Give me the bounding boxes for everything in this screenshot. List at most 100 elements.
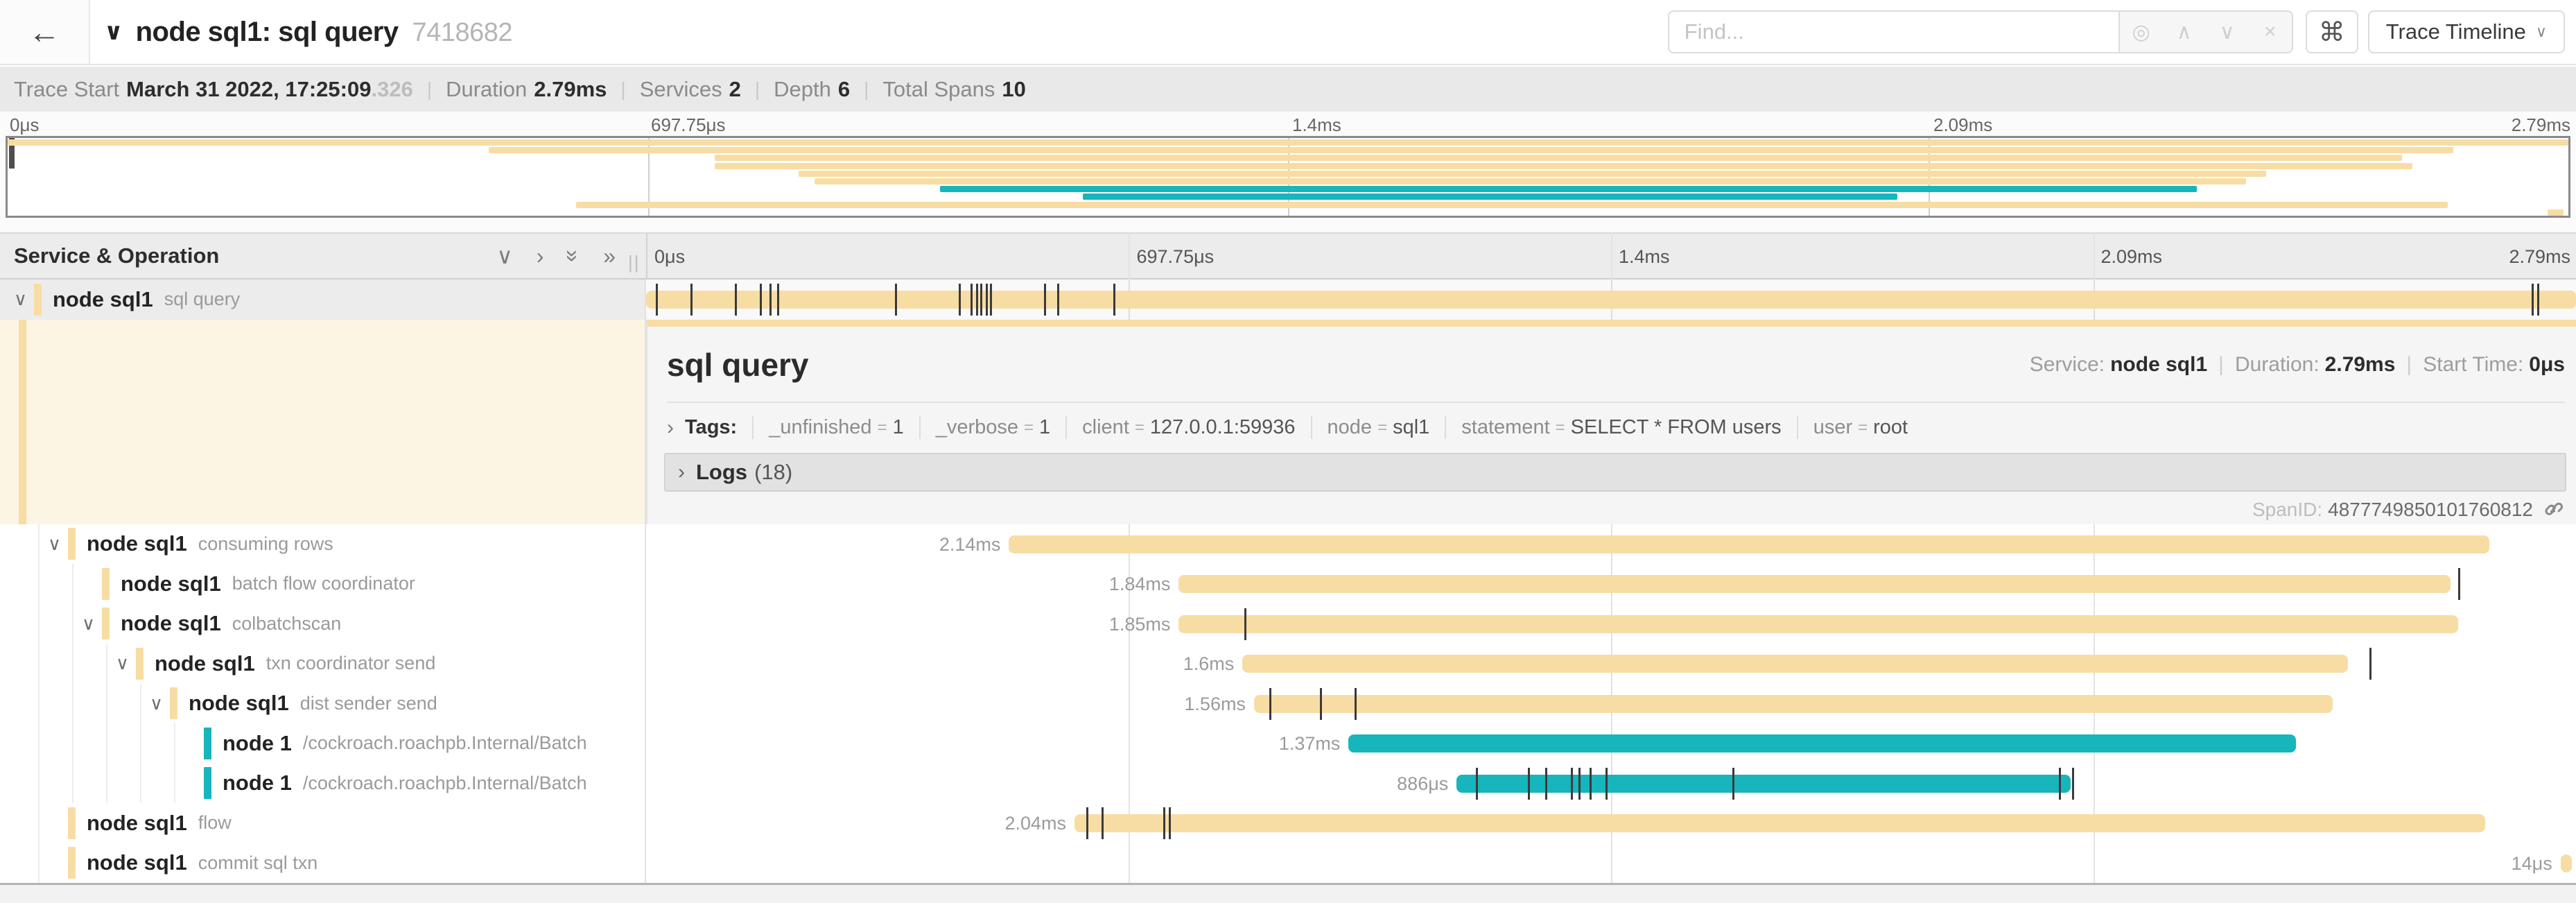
span-tree-cell[interactable]: node 1/cockroach.roachpb.Internal/Batch — [0, 723, 646, 764]
span-bar[interactable] — [1178, 575, 2451, 593]
detail-meta-value: node sql1 — [2110, 352, 2208, 376]
span-bar-cell[interactable]: 1.85ms — [646, 604, 2576, 644]
span-bar[interactable] — [646, 291, 2576, 309]
timeline-minimap[interactable]: 0μs 697.75μs 1.4ms 2.09ms 2.79ms — [0, 112, 2576, 232]
span-bar-cell[interactable]: 1.84ms — [646, 564, 2576, 604]
viewport-scrubber-handle[interactable] — [9, 138, 15, 169]
indent-guide — [107, 723, 141, 764]
span-collapse-icon[interactable]: ∨ — [150, 692, 164, 714]
keyboard-shortcuts-button[interactable]: ⌘ — [2305, 10, 2358, 53]
span-bar-cell[interactable]: 1.56ms — [646, 684, 2576, 724]
ruler-tick-label: 2.79ms — [2509, 246, 2570, 267]
tags-toggle-row[interactable]: › Tags: _unfinished = 1 _verbose = 1 client = 127.… — [667, 409, 2565, 447]
clear-search-icon[interactable]: × — [2263, 20, 2277, 43]
log-marker-tick — [1605, 767, 1608, 800]
span-tree-cell[interactable]: ∨ node sql1 consuming rows — [0, 524, 646, 564]
tag-item: _unfinished = 1 — [752, 416, 919, 439]
span-tree-cell[interactable]: ∨ node sql1 colbatchscan — [0, 603, 646, 644]
next-result-icon[interactable]: ∨ — [2219, 20, 2235, 44]
span-bar[interactable] — [1253, 694, 2333, 713]
log-marker-tick — [989, 284, 992, 316]
span-collapse-icon[interactable]: ∨ — [14, 289, 28, 310]
minimap-span-bar — [8, 139, 2568, 146]
expand-one-icon[interactable]: › — [536, 243, 544, 268]
tag-item: statement = SELECT * FROM users — [1445, 416, 1796, 439]
span-row[interactable]: node sql1 flow 2.04ms — [0, 803, 2576, 843]
log-marker-tick — [655, 284, 658, 316]
minimap-canvas[interactable] — [6, 136, 2570, 218]
prev-result-icon[interactable]: ∧ — [2176, 20, 2192, 44]
span-bar[interactable] — [1009, 535, 2489, 553]
span-bar[interactable] — [1242, 655, 2349, 673]
trace-collapse-icon[interactable]: ∨ — [104, 19, 123, 45]
span-bar-cell[interactable]: 1.6ms — [646, 644, 2576, 684]
span-bar-cell[interactable]: 14μs — [646, 843, 2576, 884]
span-collapse-icon[interactable]: ∨ — [82, 612, 96, 634]
summary-label: Services — [639, 76, 722, 101]
span-row[interactable]: ∨ node sql1 txn coordinator send 1.6ms — [0, 644, 2576, 684]
span-bar-cell[interactable]: 1.37ms — [646, 723, 2576, 764]
span-tree-cell[interactable]: node 1/cockroach.roachpb.Internal/Batch — [0, 763, 646, 803]
indent-guide — [6, 564, 40, 604]
find-button-group: ◎ ∧ ∨ × — [2118, 10, 2293, 53]
span-row[interactable]: node sql1 commit sql txn 14μs — [0, 843, 2576, 884]
minimap-gridline — [1928, 138, 1930, 216]
chevron-zone: ∨ — [141, 684, 170, 724]
span-duration-label: 2.14ms — [939, 533, 1001, 555]
tag-item: node = sql1 — [1310, 416, 1445, 439]
span-row[interactable]: ∨ node sql1 sql query — [0, 280, 2576, 320]
span-tree-cell[interactable]: node sql1 batch flow coordinator — [0, 564, 646, 604]
detail-meta-label: Service: — [2029, 352, 2105, 376]
summary-value: March 31 2022, 17:25:09 — [126, 76, 372, 101]
span-bar-cell[interactable] — [646, 280, 2576, 320]
span-bar[interactable] — [1074, 814, 2486, 832]
span-bar[interactable] — [2560, 854, 2573, 872]
collapse-one-icon[interactable]: ∨ — [496, 243, 513, 268]
span-bar[interactable] — [1178, 614, 2459, 633]
back-button[interactable]: ← — [0, 0, 90, 64]
span-bar-cell[interactable]: 886μs — [646, 764, 2576, 804]
span-row[interactable]: node 1/cockroach.roachpb.Internal/Batch 8… — [0, 763, 2576, 804]
indent-guide — [6, 803, 40, 843]
span-bar[interactable] — [1456, 774, 2071, 793]
tag-equals: = — [1555, 418, 1565, 437]
summary-value: 2.79ms — [534, 76, 607, 101]
tag-value: 127.0.0.1:59936 — [1149, 416, 1296, 438]
span-row[interactable]: node sql1 batch flow coordinator 1.84ms — [0, 564, 2576, 604]
tag-value: 1 — [1039, 416, 1051, 438]
span-collapse-icon[interactable]: ∨ — [116, 653, 130, 674]
focus-match-icon[interactable]: ◎ — [2132, 20, 2150, 44]
column-resizer-handle[interactable]: || — [628, 252, 641, 273]
collapse-all-icon[interactable]: » — [561, 250, 586, 262]
log-marker-tick — [1163, 807, 1166, 839]
detail-span-accent-bar — [647, 319, 2576, 327]
service-color-bar — [34, 283, 42, 316]
span-row[interactable]: ∨ node sql1 consuming rows 2.14ms — [0, 524, 2576, 565]
log-marker-tick — [1113, 284, 1115, 316]
trace-id: 7418682 — [412, 17, 513, 47]
span-tree-cell[interactable]: node sql1 commit sql txn — [0, 843, 646, 883]
logs-toggle-row[interactable]: › Logs (18) — [664, 452, 2566, 492]
expand-all-icon[interactable]: » — [603, 243, 616, 268]
log-marker-tick — [769, 284, 772, 316]
service-color-bar — [136, 647, 143, 680]
span-bar[interactable] — [1348, 734, 2297, 752]
detail-divider — [667, 401, 2565, 403]
page-title: node sql1: sql query 7418682 — [135, 16, 513, 47]
span-row[interactable]: node 1/cockroach.roachpb.Internal/Batch 1… — [0, 723, 2576, 764]
span-bar-cell[interactable]: 2.04ms — [646, 803, 2576, 843]
span-tree-cell[interactable]: ∨ node sql1 dist sender send — [0, 683, 646, 724]
deep-link-icon[interactable] — [2543, 499, 2564, 520]
span-tree-cell[interactable]: node sql1 flow — [0, 803, 646, 843]
chevron-down-icon: ∨ — [2535, 23, 2547, 40]
span-tree-cell[interactable]: ∨ node sql1 txn coordinator send — [0, 644, 646, 684]
find-input[interactable] — [1667, 10, 2118, 53]
span-row[interactable]: ∨ node sql1 colbatchscan 1.85ms — [0, 603, 2576, 644]
trace-view-selector[interactable]: Trace Timeline ∨ — [2367, 10, 2565, 53]
span-collapse-icon[interactable]: ∨ — [48, 533, 62, 554]
span-tree-cell[interactable]: ∨ node sql1 sql query — [0, 280, 646, 320]
span-bar-cell[interactable]: 2.14ms — [646, 524, 2576, 565]
log-marker-tick — [777, 284, 780, 316]
span-row[interactable]: ∨ node sql1 dist sender send 1.56ms — [0, 683, 2576, 724]
